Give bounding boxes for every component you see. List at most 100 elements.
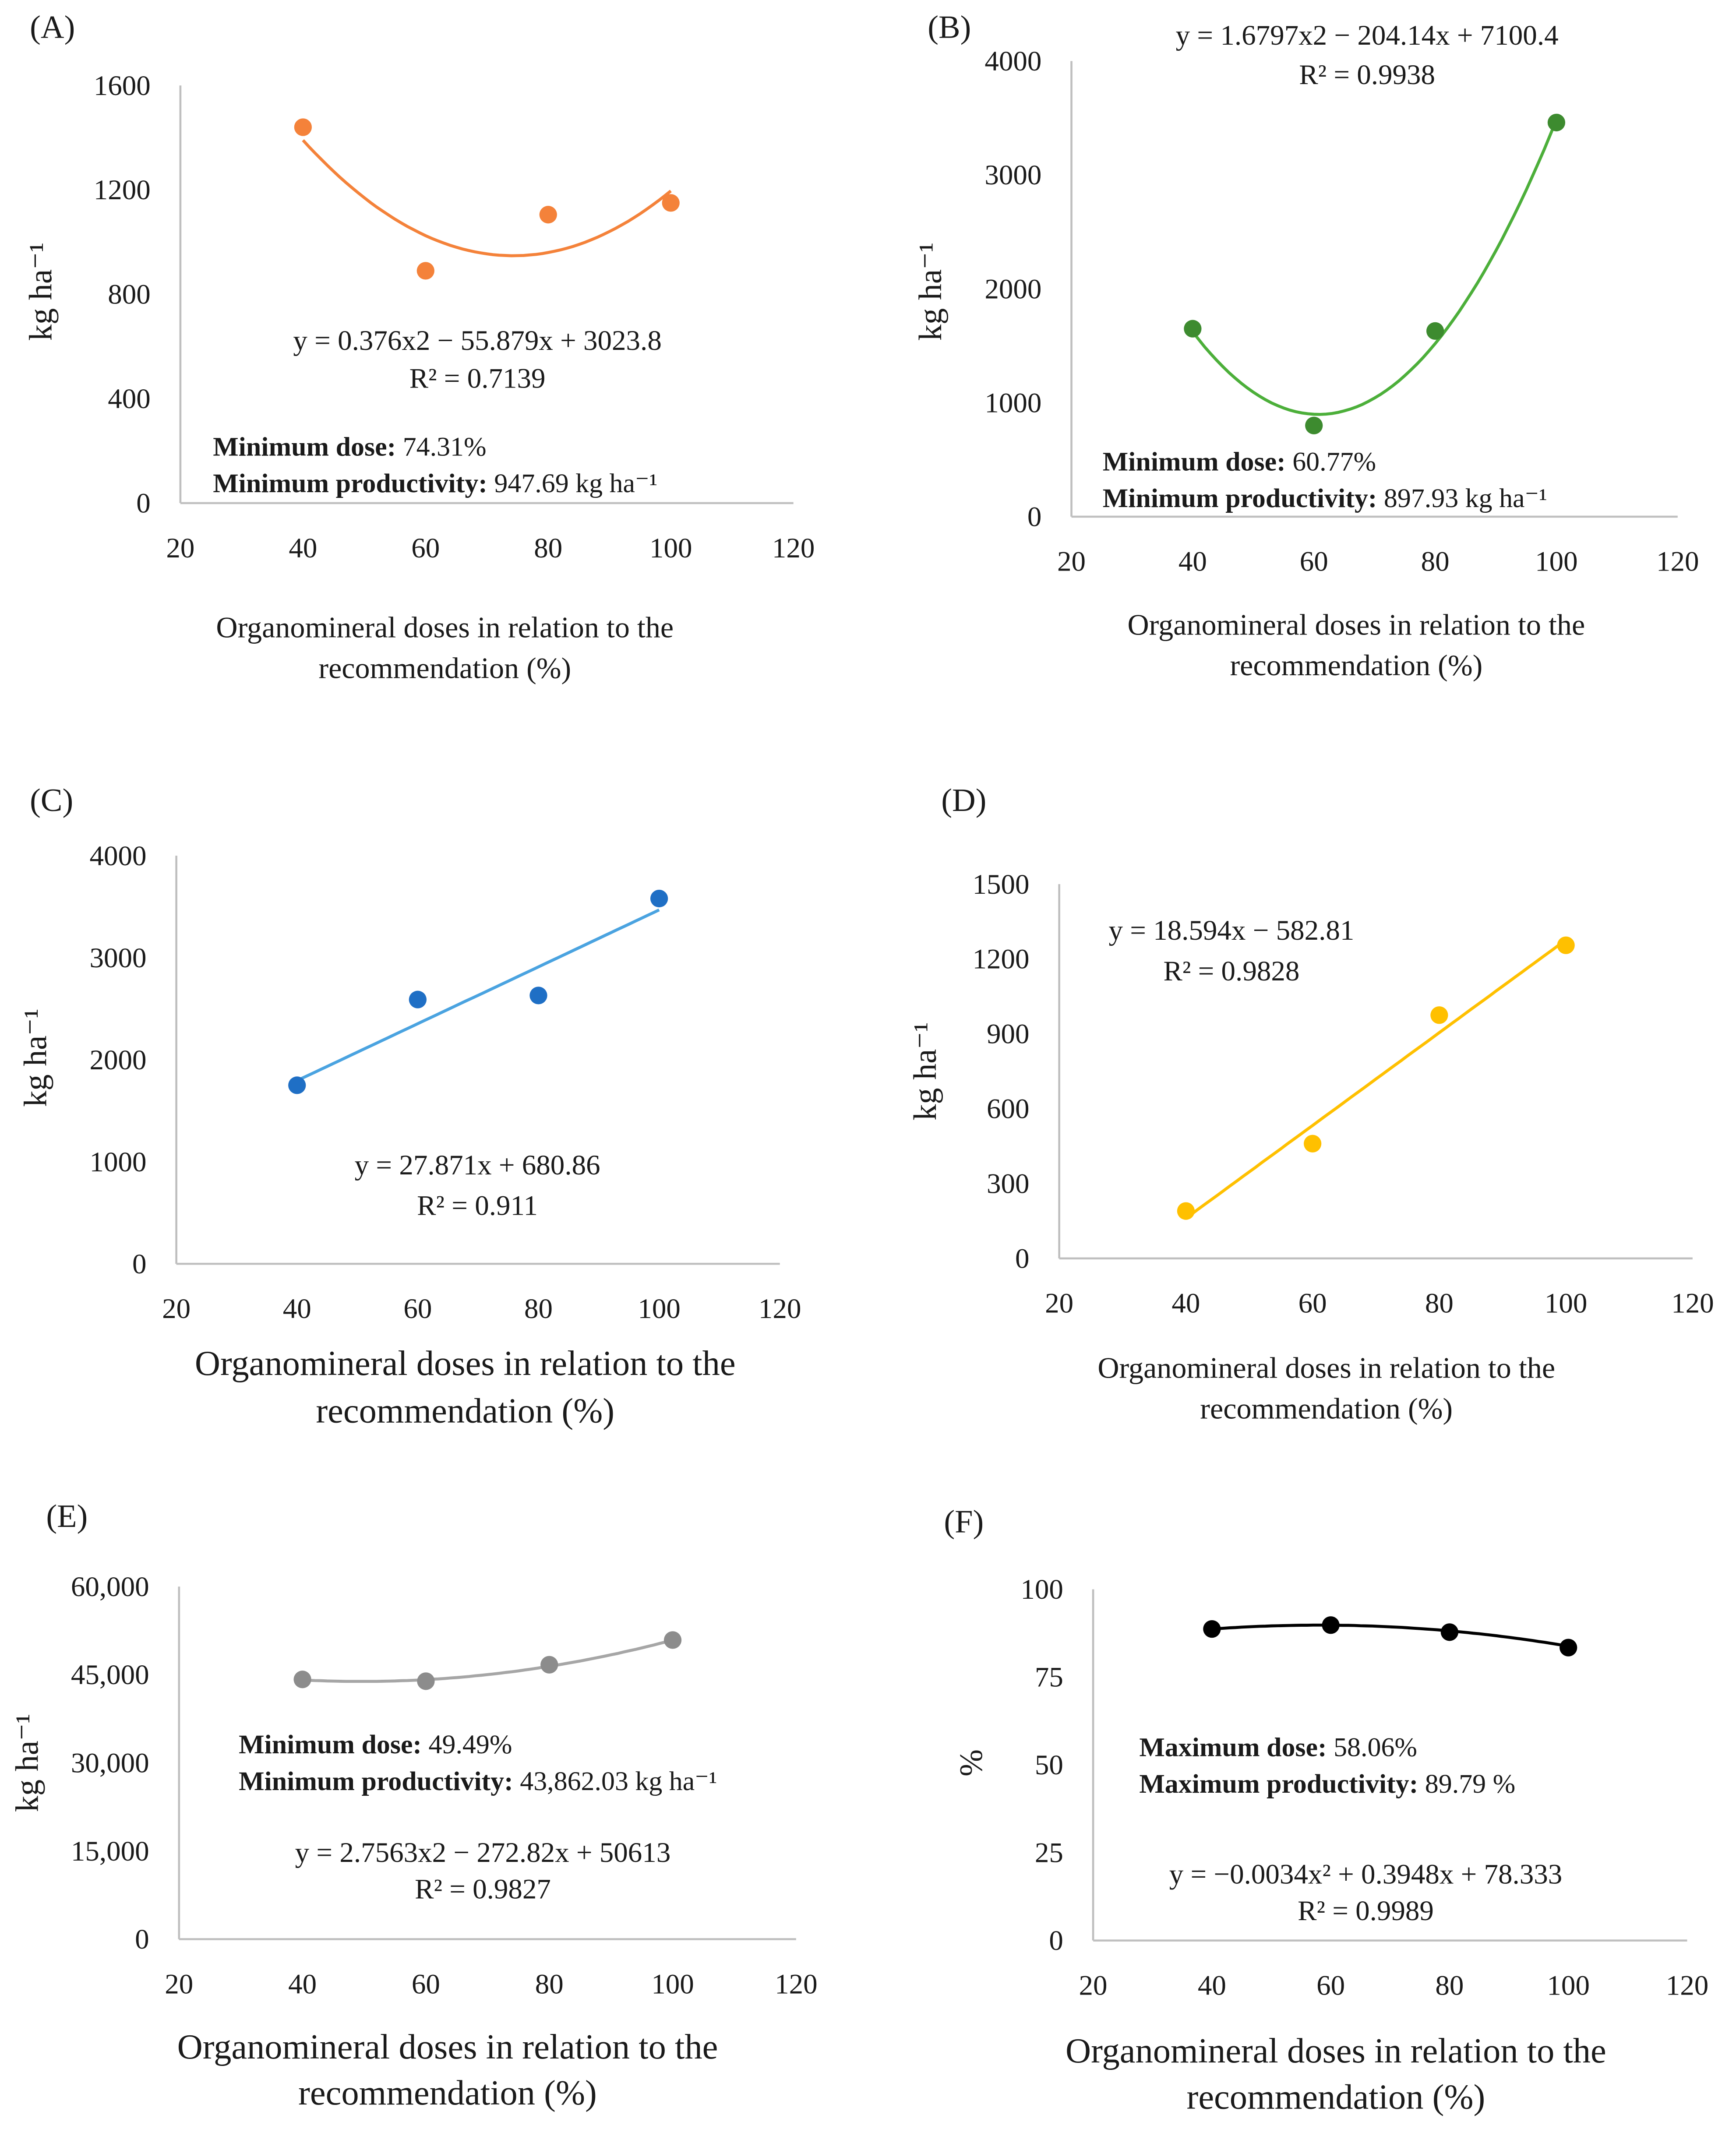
- x-axis-title: recommendation (%): [318, 651, 571, 684]
- panel-e: (E) 0 15,000 30,000 45,000 60,000 20 40 60 80 100 1…: [10, 1498, 818, 2112]
- y-tick-label: 800: [108, 279, 151, 310]
- annotation-value: 43,862.03 kg ha⁻¹: [513, 1766, 717, 1796]
- x-tick-label: 80: [1425, 1288, 1454, 1319]
- trend-equation: y = −0.0034x² + 0.3948x + 78.333: [1169, 1858, 1563, 1890]
- y-tick-label: 2000: [89, 1044, 146, 1076]
- x-tick-label: 120: [1656, 546, 1699, 578]
- data-point: [1440, 1623, 1459, 1641]
- y-tick-label: 1200: [972, 944, 1029, 975]
- x-tick-label: 60: [403, 1293, 432, 1325]
- y-tick-label: 400: [108, 383, 151, 415]
- annotation-label: Minimum dose:: [239, 1730, 422, 1759]
- y-tick-label: 4000: [984, 46, 1041, 77]
- panel-a: (A) 0 400 800 1200 1600 20 40 60 80 100 120 kg ha⁻¹ O…: [23, 10, 815, 685]
- data-point: [294, 118, 312, 136]
- y-tick-label: 1500: [972, 869, 1029, 900]
- r-squared: R² = 0.9828: [1164, 955, 1300, 987]
- data-point: [662, 194, 680, 212]
- y-tick-label: 0: [136, 488, 151, 519]
- x-tick-label: 20: [1079, 1970, 1108, 2001]
- y-tick-label: 3000: [984, 159, 1041, 191]
- x-tick-label: 60: [411, 532, 440, 564]
- x-tick-label: 40: [1198, 1970, 1226, 2001]
- data-point: [663, 1631, 682, 1649]
- x-tick-label: 100: [649, 532, 692, 564]
- data-point: [1184, 320, 1202, 338]
- trend-equation: y = 1.6797x2 − 204.14x + 7100.4: [1176, 20, 1559, 51]
- x-axis-title: Organomineral doses in relation to the: [1097, 1351, 1555, 1384]
- trendline: [302, 139, 672, 257]
- panel-label: (B): [928, 10, 971, 46]
- x-tick-label: 120: [1671, 1288, 1714, 1319]
- data-point: [650, 889, 668, 908]
- x-tick-label: 20: [1057, 546, 1086, 578]
- data-point: [1304, 1135, 1322, 1153]
- trend-equation: y = 0.376x2 − 55.879x + 3023.8: [293, 325, 661, 356]
- y-tick-label: 45,000: [71, 1659, 149, 1691]
- x-axis-title: recommendation (%): [298, 2073, 597, 2112]
- x-tick-label: 40: [1171, 1288, 1200, 1319]
- annotation: Minimum productivity: 897.93 kg ha⁻¹: [1103, 483, 1547, 513]
- x-tick-label: 100: [638, 1293, 681, 1325]
- y-tick-label: 900: [987, 1019, 1030, 1050]
- y-tick-label: 0: [1027, 501, 1042, 533]
- trend-equation: y = 27.871x + 680.86: [355, 1149, 600, 1181]
- y-tick-label: 60,000: [71, 1571, 149, 1603]
- r-squared: R² = 0.911: [417, 1190, 538, 1222]
- panel-label: (C): [30, 783, 73, 818]
- data-point: [1177, 1202, 1195, 1220]
- data-point: [539, 206, 557, 224]
- annotation: Minimum dose: 60.77%: [1103, 447, 1376, 477]
- data-point: [1322, 1616, 1340, 1634]
- data-point: [409, 990, 427, 1008]
- y-tick-label: 25: [1035, 1837, 1063, 1869]
- y-tick-label: 15,000: [71, 1836, 149, 1867]
- y-tick-label: 1600: [94, 70, 151, 102]
- annotation-value: 74.31%: [396, 432, 486, 462]
- x-tick-label: 120: [775, 1968, 818, 2000]
- x-tick-label: 40: [288, 1968, 317, 2000]
- annotation-label: Minimum productivity:: [1103, 483, 1377, 513]
- y-axis-title: kg ha⁻¹: [18, 1008, 53, 1107]
- x-axis-title: recommendation (%): [1200, 1392, 1453, 1425]
- x-tick-label: 20: [165, 1968, 193, 2000]
- annotation-value: 49.49%: [422, 1730, 512, 1759]
- annotation-label: Minimum dose:: [213, 432, 396, 462]
- annotation-value: 89.79 %: [1418, 1769, 1515, 1799]
- data-point: [540, 1656, 558, 1674]
- x-tick-label: 100: [651, 1968, 694, 2000]
- y-tick-label: 4000: [89, 840, 146, 872]
- annotation-label: Minimum dose:: [1103, 447, 1286, 477]
- y-tick-label: 0: [1015, 1243, 1030, 1275]
- y-axis-title: kg ha⁻¹: [23, 243, 59, 341]
- x-tick-label: 100: [1535, 546, 1578, 578]
- panel-label: (D): [941, 783, 986, 818]
- annotation-value: 58.06%: [1327, 1732, 1417, 1762]
- annotation-label: Maximum productivity:: [1139, 1769, 1418, 1799]
- data-point: [1557, 936, 1575, 954]
- x-tick-label: 80: [1421, 546, 1450, 578]
- annotation: Maximum productivity: 89.79 %: [1139, 1769, 1515, 1799]
- r-squared: R² = 0.9938: [1299, 59, 1435, 91]
- annotation: Maximum dose: 58.06%: [1139, 1732, 1417, 1762]
- y-tick-label: 3000: [89, 942, 146, 974]
- x-tick-label: 120: [759, 1293, 801, 1325]
- trendline: [1191, 119, 1558, 416]
- y-tick-label: 1000: [89, 1146, 146, 1178]
- x-axis-title: recommendation (%): [316, 1392, 614, 1431]
- x-axis-title: Organomineral doses in relation to the: [195, 1344, 736, 1383]
- annotation-value: 947.69 kg ha⁻¹: [487, 469, 657, 498]
- data-point: [1426, 322, 1444, 340]
- y-tick-label: 2000: [984, 273, 1041, 305]
- annotation: Minimum dose: 49.49%: [239, 1730, 512, 1759]
- data-point: [1547, 113, 1566, 131]
- x-tick-label: 20: [162, 1293, 191, 1325]
- y-axis-title: kg ha⁻¹: [10, 1714, 46, 1812]
- x-tick-label: 80: [1435, 1970, 1464, 2001]
- panel-label: (A): [30, 10, 75, 46]
- y-tick-label: 100: [1020, 1574, 1063, 1605]
- y-tick-label: 75: [1035, 1662, 1063, 1693]
- data-point: [529, 987, 547, 1005]
- y-axis-title: kg ha⁻¹: [907, 1022, 943, 1121]
